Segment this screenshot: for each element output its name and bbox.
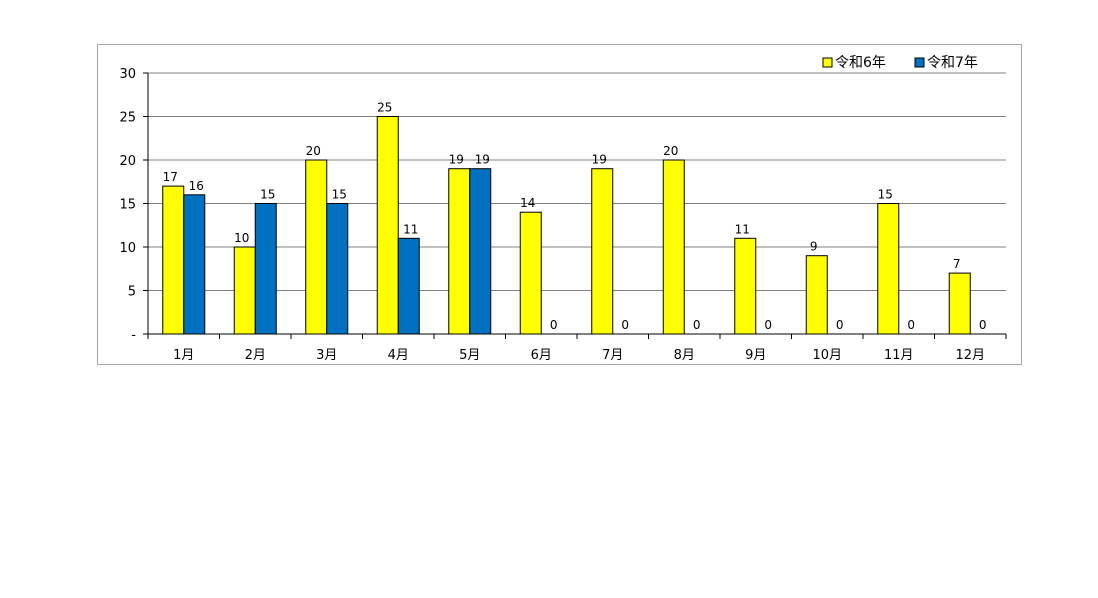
y-tick-label: - (131, 328, 136, 343)
bars (162, 116, 971, 335)
x-tick-label: 11月 (884, 348, 914, 363)
data-label: 15 (878, 188, 893, 202)
x-tick-label: 5月 (459, 348, 480, 363)
bar-令和7年-3月 (326, 203, 349, 335)
bar-令和7年-1月 (183, 194, 206, 335)
data-label: 0 (979, 318, 987, 332)
x-tick-label: 9月 (745, 348, 766, 363)
bar-令和6年-10月 (805, 255, 828, 335)
bar-令和6年-4月 (376, 116, 399, 335)
bar-令和6年-5月 (448, 168, 471, 335)
x-tick-label: 8月 (674, 348, 695, 363)
bar-令和7年-4月 (397, 237, 420, 335)
y-tick-label: 15 (119, 198, 136, 213)
data-label: 19 (475, 153, 490, 167)
x-tick-label: 2月 (245, 348, 266, 363)
data-label: 17 (163, 170, 178, 184)
bar-令和6年-12月 (948, 272, 971, 335)
data-label: 11 (735, 222, 750, 236)
bar-令和6年-7月 (591, 168, 614, 335)
data-label: 0 (764, 318, 772, 332)
data-label: 0 (693, 318, 701, 332)
y-tick-label: 10 (119, 241, 136, 256)
data-label: 7 (953, 257, 961, 271)
data-label: 0 (550, 318, 558, 332)
chart-frame: -5 10 15 20 25 30 1月 2月 3月 4月 5月 6月 7月 8月 9月 10月 11月 12月 … (97, 44, 1022, 365)
x-tick-label: 10月 (812, 348, 842, 363)
data-label: 0 (907, 318, 915, 332)
data-label: 0 (621, 318, 629, 332)
legend-label: 令和7年 (927, 55, 978, 71)
data-label: 11 (403, 222, 418, 236)
bar-令和6年-8月 (662, 159, 685, 335)
data-label: 0 (836, 318, 844, 332)
legend-swatch (822, 57, 833, 68)
bar-令和6年-6月 (519, 211, 542, 335)
y-tick-label: 5 (128, 285, 136, 300)
data-label: 15 (332, 188, 347, 202)
y-tick-label: 20 (119, 154, 136, 169)
data-label: 9 (810, 240, 818, 254)
legend-swatch (914, 57, 925, 68)
x-tick-label: 3月 (316, 348, 337, 363)
bar-令和7年-5月 (469, 168, 492, 335)
axes: - 5 10 15 20 25 30 1月 2月 3月 4月 5月 6月 7月 8月 9月 10月 11月 12月 (119, 67, 1007, 363)
bar-令和6年-3月 (305, 159, 328, 335)
legend-label: 令和6年 (835, 55, 886, 71)
bar-令和6年-2月 (233, 246, 256, 335)
data-label: 20 (663, 144, 678, 158)
data-label: 16 (189, 179, 204, 193)
y-tick-label: 25 (119, 111, 136, 126)
bar-令和7年-2月 (254, 203, 277, 335)
bar-令和6年-9月 (734, 237, 757, 335)
data-label: 15 (260, 188, 275, 202)
x-tick-label: 1月 (173, 348, 194, 363)
x-tick-label: 6月 (531, 348, 552, 363)
data-label: 19 (449, 153, 464, 167)
x-tick-label: 12月 (955, 348, 985, 363)
x-tick-label: 7月 (602, 348, 623, 363)
data-label: 20 (306, 144, 321, 158)
data-label: 25 (377, 101, 392, 115)
data-label: 19 (592, 153, 607, 167)
x-tick-label: 4月 (388, 348, 409, 363)
gridlines (148, 72, 1006, 291)
bar-令和6年-11月 (877, 203, 900, 335)
legend: 令和6年 令和7年 (822, 55, 978, 71)
data-label: 14 (520, 196, 535, 210)
bar-令和6年-1月 (162, 185, 185, 335)
data-label: 10 (234, 231, 249, 245)
y-tick-label: 30 (119, 67, 136, 82)
data-labels: 17 10 20 25 19 14 19 20 11 9 15 7 16 15 15 11 19 0 0 0 0 0 0 0 (163, 101, 987, 333)
